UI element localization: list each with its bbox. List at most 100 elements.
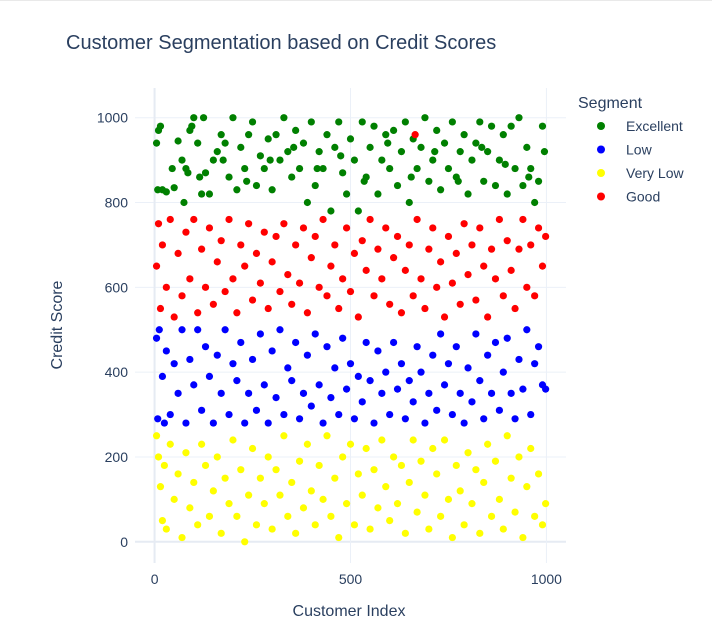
data-point[interactable] — [311, 521, 319, 529]
data-point[interactable] — [327, 393, 335, 402]
data-point[interactable] — [527, 241, 535, 249]
data-point[interactable] — [158, 516, 167, 525]
data-point[interactable] — [315, 148, 323, 156]
data-point[interactable] — [241, 419, 249, 427]
data-point[interactable] — [178, 292, 186, 300]
data-point[interactable] — [401, 118, 409, 126]
data-point[interactable] — [519, 215, 527, 224]
data-point[interactable] — [487, 245, 496, 253]
data-point[interactable] — [405, 198, 413, 207]
data-point[interactable] — [260, 164, 268, 173]
data-point[interactable] — [217, 131, 225, 139]
data-point[interactable] — [480, 262, 488, 270]
data-point[interactable] — [245, 389, 253, 397]
data-point[interactable] — [491, 457, 500, 465]
data-point[interactable] — [323, 131, 331, 139]
data-point[interactable] — [198, 440, 206, 448]
data-point[interactable] — [264, 135, 272, 143]
data-point[interactable] — [323, 343, 331, 351]
data-point[interactable] — [266, 156, 274, 164]
data-point[interactable] — [248, 355, 257, 364]
data-point[interactable] — [425, 245, 433, 253]
data-point[interactable] — [476, 377, 484, 385]
data-point[interactable] — [299, 139, 308, 147]
data-point[interactable] — [409, 292, 417, 300]
data-point[interactable] — [327, 207, 335, 215]
data-point[interactable] — [248, 296, 257, 304]
data-point[interactable] — [213, 453, 221, 461]
data-point[interactable] — [484, 313, 492, 321]
data-point[interactable] — [166, 410, 174, 419]
data-point[interactable] — [225, 215, 233, 224]
data-point[interactable] — [407, 173, 415, 181]
data-point[interactable] — [272, 232, 280, 241]
data-point[interactable] — [472, 139, 480, 147]
data-point[interactable] — [342, 190, 351, 198]
data-point[interactable] — [180, 198, 188, 207]
data-point[interactable] — [337, 152, 345, 160]
data-point[interactable] — [362, 266, 370, 274]
data-point[interactable] — [311, 232, 319, 241]
data-point[interactable] — [409, 436, 417, 444]
data-point[interactable] — [307, 118, 315, 126]
data-point[interactable] — [156, 122, 165, 130]
data-point[interactable] — [378, 156, 386, 164]
data-point[interactable] — [452, 249, 460, 258]
data-point[interactable] — [370, 292, 378, 300]
data-point[interactable] — [378, 436, 386, 444]
data-point[interactable] — [288, 377, 296, 385]
data-point[interactable] — [170, 495, 178, 503]
data-point[interactable] — [487, 512, 496, 520]
data-point[interactable] — [527, 410, 535, 419]
data-point[interactable] — [409, 398, 417, 406]
data-point[interactable] — [229, 360, 237, 368]
data-point[interactable] — [382, 131, 390, 139]
data-point[interactable] — [295, 415, 304, 423]
data-point[interactable] — [194, 309, 202, 317]
data-point[interactable] — [511, 164, 519, 173]
data-point[interactable] — [260, 381, 268, 389]
data-point[interactable] — [319, 164, 327, 173]
data-point[interactable] — [476, 529, 484, 537]
data-point[interactable] — [542, 385, 550, 393]
data-point[interactable] — [186, 275, 194, 283]
data-point[interactable] — [374, 245, 382, 253]
data-point[interactable] — [542, 500, 550, 508]
data-point[interactable] — [480, 415, 488, 423]
data-point[interactable] — [534, 343, 543, 351]
data-point[interactable] — [307, 254, 315, 262]
data-point[interactable] — [437, 330, 445, 338]
data-point[interactable] — [456, 300, 464, 308]
data-point[interactable] — [491, 275, 500, 283]
data-point[interactable] — [431, 148, 439, 156]
data-point[interactable] — [464, 449, 472, 457]
data-point[interactable] — [472, 466, 480, 474]
data-point[interactable] — [162, 188, 170, 196]
data-point[interactable] — [429, 444, 437, 453]
data-point[interactable] — [464, 364, 472, 372]
data-point[interactable] — [272, 393, 280, 402]
data-point[interactable] — [429, 351, 437, 359]
data-point[interactable] — [284, 512, 292, 520]
data-point[interactable] — [156, 304, 165, 313]
data-point[interactable] — [366, 143, 374, 151]
data-point[interactable] — [370, 122, 378, 130]
data-point[interactable] — [491, 181, 500, 190]
data-point[interactable] — [499, 292, 507, 300]
data-point[interactable] — [237, 143, 245, 151]
data-point[interactable] — [154, 415, 162, 423]
data-point[interactable] — [476, 118, 484, 126]
data-point[interactable] — [156, 483, 165, 491]
data-point[interactable] — [386, 410, 394, 419]
data-point[interactable] — [401, 415, 409, 423]
data-point[interactable] — [421, 419, 429, 427]
data-point[interactable] — [194, 521, 202, 529]
data-point[interactable] — [339, 275, 347, 283]
data-point[interactable] — [534, 470, 543, 478]
data-point[interactable] — [472, 330, 480, 338]
data-point[interactable] — [393, 385, 402, 393]
legend-item-good[interactable]: Good — [597, 189, 660, 205]
data-point[interactable] — [264, 419, 272, 427]
data-point[interactable] — [390, 338, 398, 347]
data-point[interactable] — [421, 491, 429, 499]
